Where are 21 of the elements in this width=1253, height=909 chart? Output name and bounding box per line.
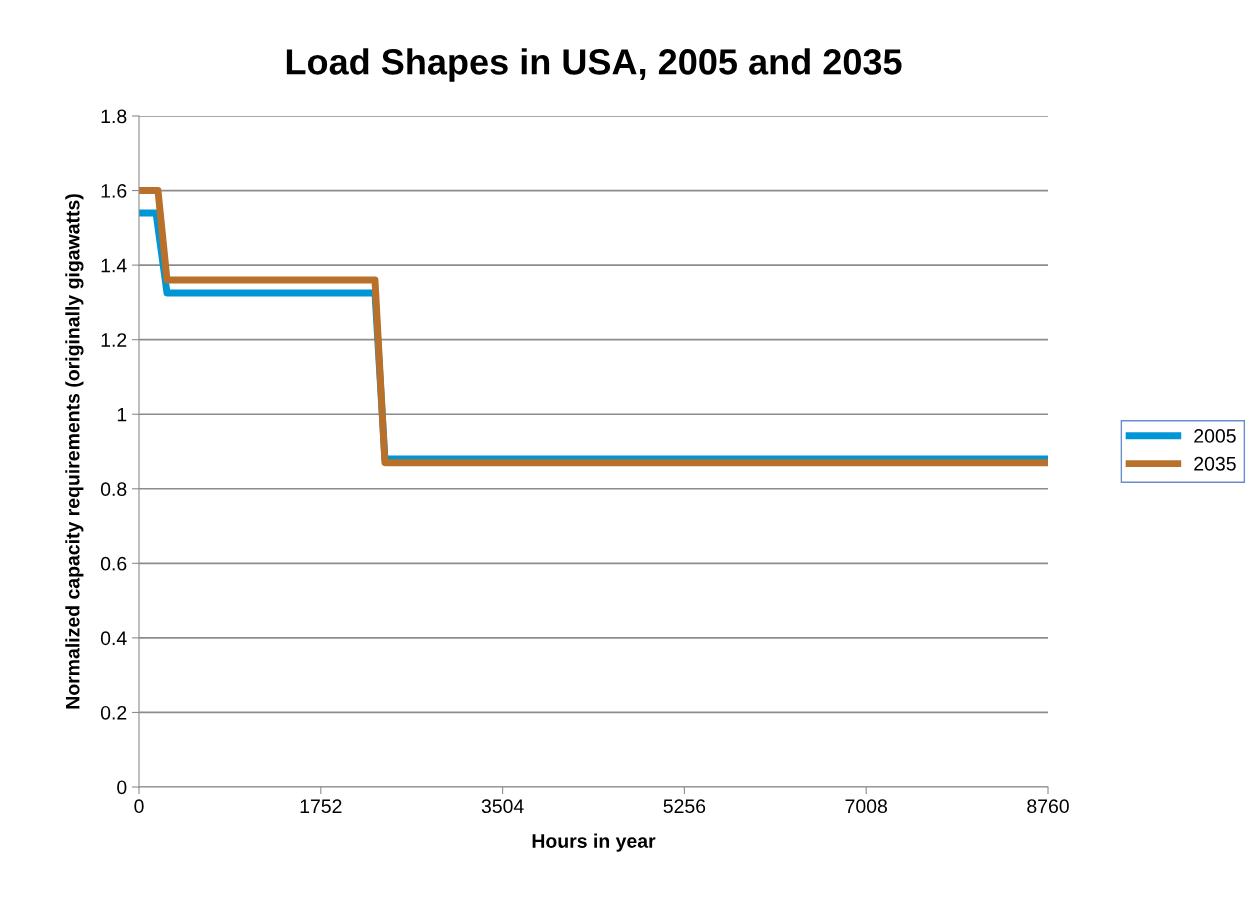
y-tick-label: 0 — [117, 780, 127, 795]
x-axis-title: Hours in year — [532, 833, 656, 852]
x-tick-label: 8760 — [1027, 799, 1069, 814]
legend-label: 2005 — [1194, 429, 1236, 443]
legend-label: 2035 — [1194, 456, 1236, 471]
y-tick-label: 0.8 — [100, 482, 127, 497]
x-tick-label: 7008 — [845, 799, 887, 814]
y-tick-label: 1.6 — [101, 184, 127, 198]
x-tick-label: 3504 — [481, 799, 524, 814]
y-tick-label: 0.6 — [100, 556, 127, 571]
y-tick-label: 1 — [117, 407, 127, 422]
y-axis-title: Normalized capacity requirements (originally gigawatts) — [65, 194, 84, 709]
y-tick-label: 0.4 — [100, 631, 127, 646]
x-tick-label: 5256 — [663, 799, 706, 814]
chart-title: Load Shapes in USA, 2005 and 2035 — [286, 48, 902, 82]
y-tick-label: 1.8 — [101, 109, 127, 124]
x-tick-label: 1752 — [300, 799, 342, 814]
y-tick-label: 1.2 — [101, 333, 127, 347]
x-tick-label: 0 — [134, 799, 144, 814]
y-tick-label: 0.2 — [100, 705, 127, 720]
y-tick-label: 1.4 — [101, 258, 127, 273]
